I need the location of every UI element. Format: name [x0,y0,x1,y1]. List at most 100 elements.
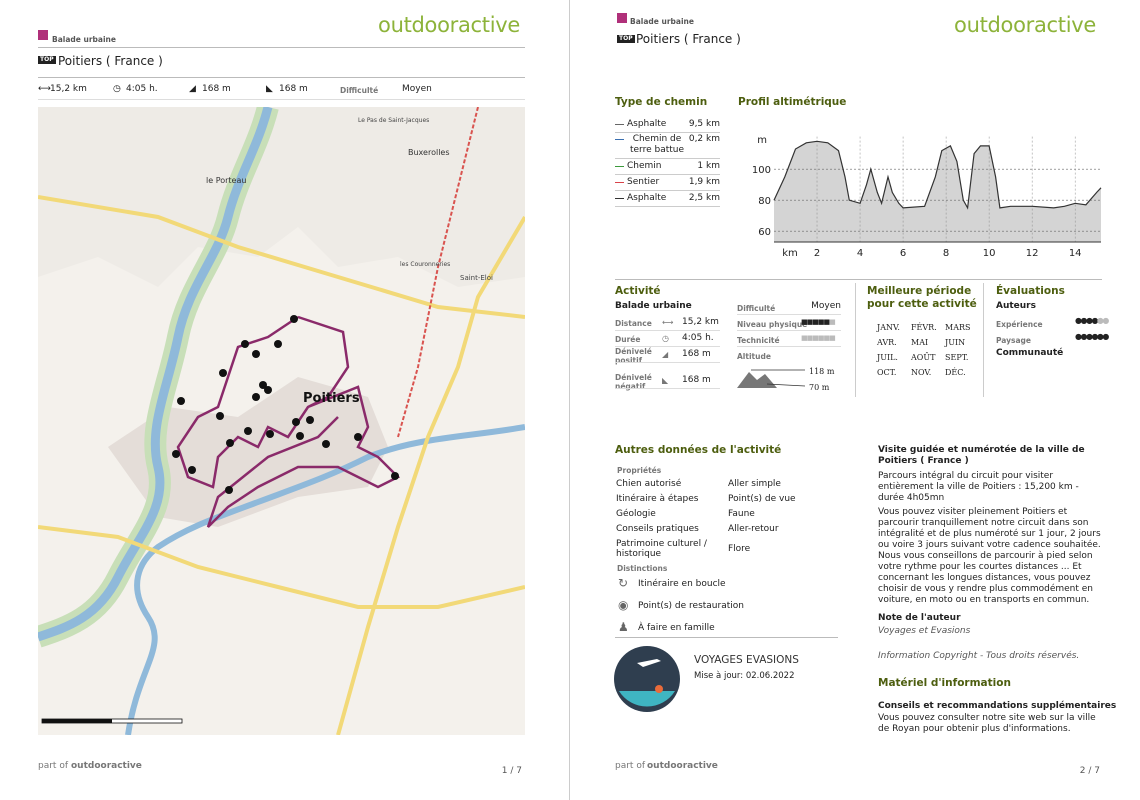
activity-type: Balade urbaine [615,301,692,311]
activity-value: 4:05 h. [682,333,714,343]
title: Poitiers ( France ) [636,32,741,46]
landscape-label: Paysage [996,336,1031,345]
section-title: Évaluations [996,285,1065,297]
path-color [615,198,624,199]
x-unit: km [782,248,798,259]
activity-label: Durée [615,335,641,344]
map-label: Buxerolles [408,148,450,157]
note-title: Note de l'auteur [878,613,961,623]
month: JUIL. [877,353,898,362]
divider [38,99,525,100]
divider [615,158,720,159]
path-name: Chemin de terre battue [629,134,685,155]
activity-icon: ⟷ [662,318,674,327]
distinctions-label: Distinctions [617,564,668,573]
ratings-community: Communauté [996,348,1064,358]
property: Itinéraire à étapes [616,494,699,504]
column-separator [983,283,984,397]
tips-title: Conseils et recommandations supplémentai… [878,701,1117,711]
month: SEPT. [945,353,969,362]
distinction: À faire en famille [638,623,715,633]
distinction-icon: ◉ [618,598,629,612]
y-tick-label: 100 [752,165,771,176]
leader [766,383,806,387]
profile-line [773,140,1102,210]
difficulty: Moyen [811,301,841,311]
profile-area [774,141,1101,242]
divider [38,47,525,48]
activity-value: 15,2 km [682,317,719,327]
altitude-label: Altitude [737,352,771,361]
property: Chien autorisé [616,479,682,489]
road [336,215,525,735]
tips: Vous pouvez consulter notre site web sur… [878,713,1096,734]
text-body: Vous pouvez visiter pleinement Poitiers … [878,507,1101,605]
x-tick-label: 4 [857,248,863,259]
divider [615,362,720,363]
physical-label: Niveau physique [737,320,808,329]
x-tick-label: 14 [1069,248,1082,259]
scale-bar [42,719,112,723]
altitude-max: 118 m [809,367,835,376]
property: Flore [728,544,751,554]
footer-prefix: part of [615,761,645,771]
badge: TOP [38,56,56,64]
page-number: 2 / 7 [1079,766,1100,776]
difficulty-label: Difficulté [737,304,776,313]
landscape-dots: ●●●●●● [1075,332,1109,341]
divider [615,190,720,191]
ratings-authors: Auteurs [996,301,1036,311]
month: MAI [911,338,929,347]
property: Faune [728,509,755,519]
path-color [615,139,624,140]
footer-brand: outdooractive [647,761,718,771]
note: Voyages et Evasions [878,626,971,636]
category-icon [617,13,627,23]
y-tick-label: 60 [758,227,771,238]
activity-icon: ◢ [662,350,669,359]
divider [737,346,841,347]
divider [615,206,720,207]
divider [615,174,720,175]
x-tick-label: 2 [814,248,820,259]
copyright: Information Copyright - Tous droits rése… [878,651,1080,661]
divider [615,132,720,133]
month: JANV. [877,323,900,332]
road [38,525,525,609]
section-title: Matériel d'information [878,677,1011,689]
river [125,424,525,735]
month: FÉVR. [911,323,937,332]
category: Balade urbaine [630,17,694,26]
x-tick-label: 8 [943,248,949,259]
logo-sea [619,691,675,707]
stat-icon: ◢ [189,84,196,94]
path-name: Chemin [627,161,662,171]
distinction-icon: ♟ [618,620,629,634]
stat: 168 m [202,84,231,94]
path-value: 1,9 km [688,177,720,187]
activity-label: Dénivelé positif [615,347,652,365]
section-title: Profil altimétrique [738,96,847,108]
altitude-icon [737,369,806,388]
distinction-icon: ↻ [618,576,629,590]
altitude-min: 70 m [809,383,830,392]
footer-prefix: part of [38,761,68,771]
map-label: le Porteau [206,176,246,185]
road [38,195,525,319]
map-label: Saint-Eloi [460,274,493,282]
stat: 4:05 h. [126,84,158,94]
month: AVR. [877,338,897,347]
section-title: Activité [615,285,661,297]
page-number: 1 / 7 [501,766,522,776]
month: NOV. [911,368,932,377]
path-color [615,182,624,183]
footer-brand: outdooractive [71,761,142,771]
elevation-profile: 60 80 100 2 4 6 8 10 12 14 m km [752,135,1102,259]
section-title: Autres données de l'activité [615,444,782,456]
x-tick-label: 6 [900,248,906,259]
activity-icon: ◣ [662,376,669,385]
city-center [108,377,388,527]
property: Point(s) de vue [728,494,796,504]
month: OCT. [877,368,897,377]
